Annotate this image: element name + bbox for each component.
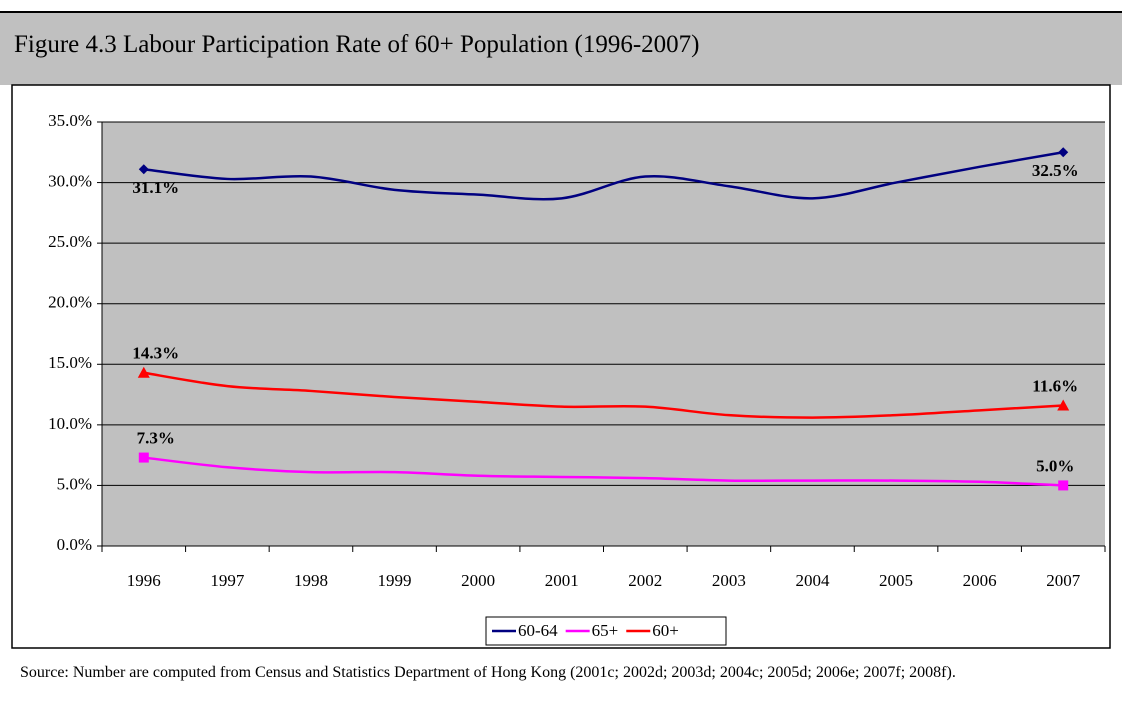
x-tick-label: 2005: [879, 571, 913, 590]
y-tick-label: 5.0%: [57, 474, 92, 493]
data-label: 11.6%: [1032, 376, 1078, 395]
legend-label: 65+: [592, 621, 619, 640]
x-tick-label: 1998: [294, 571, 328, 590]
series-line: [143, 456, 1064, 487]
legend-label: 60+: [652, 621, 679, 640]
data-label: 7.3%: [137, 428, 175, 447]
series-line: [143, 151, 1064, 201]
title-box: Figure 4.3 Labour Participation Rate of …: [0, 11, 1122, 85]
chart-title: Figure 4.3 Labour Participation Rate of …: [14, 31, 700, 58]
x-tick-label: 2003: [712, 571, 746, 590]
y-tick-label: 35.0%: [48, 111, 92, 130]
x-tick-label: 1996: [127, 571, 161, 590]
y-tick-label: 30.0%: [48, 171, 92, 190]
source-note: Source: Number are computed from Census …: [20, 664, 956, 681]
x-tick-label: 2002: [628, 571, 662, 590]
x-tick-label: 1997: [210, 571, 245, 590]
data-label: 5.0%: [1036, 456, 1074, 475]
marker: [1058, 480, 1069, 491]
series-line: [143, 371, 1064, 419]
y-tick-label: 20.0%: [48, 293, 92, 312]
marker: [138, 452, 149, 463]
marker: [138, 164, 149, 175]
data-label: 32.5%: [1032, 161, 1079, 180]
x-tick-label: 2006: [963, 571, 997, 590]
plot-area: [102, 122, 1105, 546]
marker: [1058, 147, 1069, 158]
x-tick-label: 2001: [545, 571, 579, 590]
legend-label: 60-64: [518, 621, 558, 640]
x-tick-label: 2000: [461, 571, 495, 590]
marker: [1057, 399, 1070, 411]
y-tick-label: 10.0%: [48, 414, 92, 433]
chart: 0.0% 5.0% 10.0% 15.0% 20.0% 25.0% 30.0% 35.0% 19…: [11, 84, 1111, 649]
x-tick-label: 1999: [378, 571, 412, 590]
x-tick-label: 2007: [1046, 571, 1081, 590]
y-tick-label: 25.0%: [48, 232, 92, 251]
legend-box: [485, 616, 727, 646]
y-tick-label: 15.0%: [48, 353, 92, 372]
marker: [137, 366, 150, 378]
x-tick-label: 2004: [795, 571, 830, 590]
y-tick-label: 0.0%: [57, 535, 92, 554]
data-label: 14.3%: [132, 344, 179, 363]
legend: 60-64 65+ 60+: [485, 616, 727, 646]
data-label: 31.1%: [132, 178, 179, 197]
